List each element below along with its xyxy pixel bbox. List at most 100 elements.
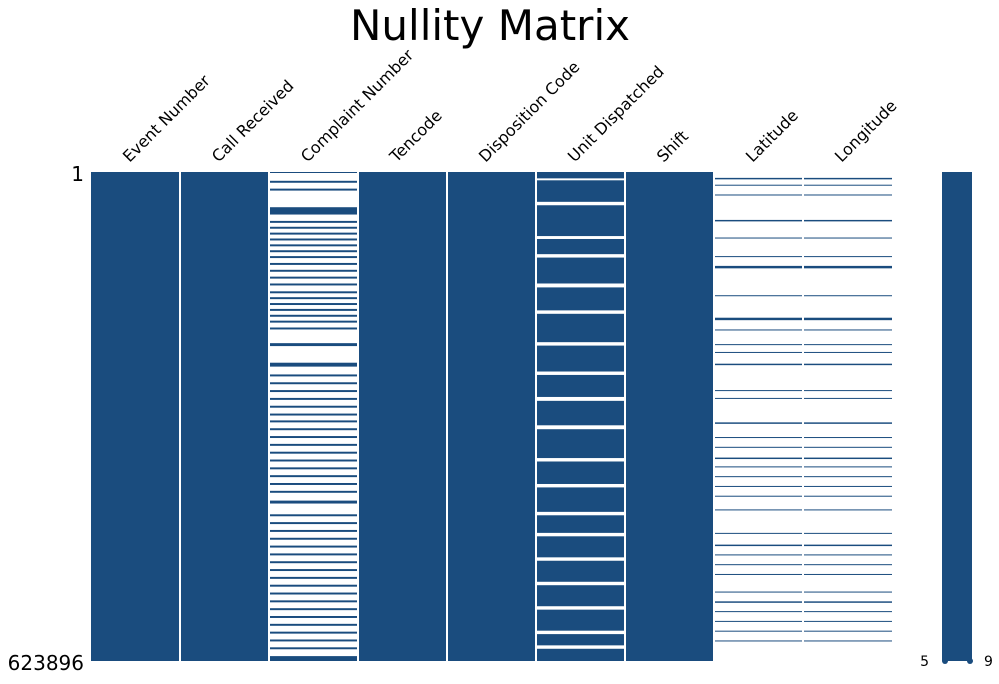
- present-segment-col-6-18: [536, 609, 625, 631]
- present-segment-col-9-11: [803, 344, 892, 346]
- present-segment-col-8-26: [714, 544, 803, 547]
- present-segment-col-9-34: [803, 630, 892, 632]
- present-segment-col-3-39: [269, 483, 358, 485]
- present-segment-col-3-13: [269, 269, 358, 272]
- present-segment-col-6-20: [536, 648, 625, 661]
- present-segment-col-3-23: [269, 343, 358, 347]
- present-segment-col-1-1: [91, 172, 180, 661]
- present-segment-col-9-10: [803, 329, 892, 331]
- present-segment-col-3-52: [269, 592, 358, 595]
- present-segment-col-3-15: [269, 283, 358, 286]
- present-segment-col-8-34: [714, 630, 803, 632]
- present-segment-col-9-14: [803, 390, 892, 392]
- present-segment-col-3-30: [269, 413, 358, 416]
- present-segment-col-2-1: [180, 172, 269, 661]
- present-segment-col-3-53: [269, 600, 358, 603]
- sparkline-min-label: 5: [920, 654, 929, 670]
- present-segment-col-9-18: [803, 446, 892, 448]
- present-segment-col-9-19: [803, 457, 892, 460]
- present-segment-col-8-16: [714, 422, 803, 424]
- present-segment-col-3-5: [269, 220, 358, 223]
- matrix-layer: [91, 172, 892, 661]
- present-segment-col-3-26: [269, 382, 358, 385]
- present-segment-col-6-16: [536, 560, 625, 582]
- present-segment-col-9-21: [803, 476, 892, 478]
- present-segment-col-9-35: [803, 640, 892, 642]
- present-segment-col-6-1: [536, 172, 625, 179]
- present-segment-col-6-11: [536, 429, 625, 459]
- present-segment-col-8-17: [714, 437, 803, 439]
- present-segment-col-3-55: [269, 616, 358, 618]
- present-segment-col-8-32: [714, 611, 803, 613]
- present-segment-col-8-1: [714, 177, 803, 180]
- present-segment-col-9-12: [803, 351, 892, 353]
- present-segment-col-5-1: [447, 172, 536, 661]
- column-label-2: Call Received: [208, 76, 298, 166]
- present-segment-col-3-12: [269, 262, 358, 265]
- present-segment-col-6-12: [536, 461, 625, 484]
- present-segment-col-3-31: [269, 420, 358, 423]
- column-label-7: Shift: [653, 127, 692, 166]
- present-segment-col-8-24: [714, 509, 803, 511]
- present-segment-col-8-9: [714, 317, 803, 321]
- sparkline-max-marker: [967, 658, 973, 664]
- present-segment-col-6-10: [536, 400, 625, 426]
- present-segment-col-9-2: [803, 184, 892, 186]
- present-segment-col-9-22: [803, 485, 892, 487]
- present-segment-col-3-20: [269, 314, 358, 317]
- present-segment-col-8-7: [714, 265, 803, 269]
- present-segment-col-8-19: [714, 457, 803, 460]
- present-segment-col-9-5: [803, 237, 892, 239]
- present-segment-col-3-41: [269, 500, 358, 504]
- present-segment-col-3-40: [269, 490, 358, 493]
- sparkline-max-label: 9: [984, 654, 993, 670]
- present-segment-col-6-7: [536, 313, 625, 343]
- present-segment-col-8-31: [714, 601, 803, 603]
- present-segment-col-3-19: [269, 308, 358, 311]
- present-segment-col-6-6: [536, 287, 625, 311]
- present-segment-col-3-44: [269, 529, 358, 532]
- present-segment-col-9-7: [803, 265, 892, 269]
- present-segment-col-9-29: [803, 573, 892, 575]
- present-segment-col-3-22: [269, 327, 358, 330]
- present-segment-col-3-24: [269, 362, 358, 367]
- present-segment-col-9-28: [803, 564, 892, 566]
- present-segment-col-3-34: [269, 443, 358, 446]
- present-segment-col-3-21: [269, 320, 358, 323]
- column-label-6: Unit Dispatched: [564, 62, 668, 166]
- present-segment-col-3-29: [269, 405, 358, 408]
- present-segment-col-9-6: [803, 256, 892, 258]
- present-segment-col-8-33: [714, 620, 803, 622]
- present-segment-col-9-4: [803, 219, 892, 222]
- column-label-4: Tencode: [385, 106, 446, 167]
- present-segment-col-9-25: [803, 532, 892, 534]
- row-label-first: 1: [71, 162, 84, 186]
- present-segment-col-9-13: [803, 363, 892, 366]
- present-segment-col-6-15: [536, 536, 625, 558]
- column-label-1: Event Number: [119, 71, 214, 166]
- present-segment-col-9-31: [803, 601, 892, 603]
- present-segment-col-8-12: [714, 351, 803, 353]
- present-segment-col-3-25: [269, 374, 358, 377]
- present-segment-col-6-13: [536, 487, 625, 512]
- present-segment-col-6-2: [536, 180, 625, 202]
- present-segment-col-3-7: [269, 232, 358, 235]
- present-segment-col-3-45: [269, 537, 358, 540]
- present-segment-col-3-17: [269, 297, 358, 300]
- present-segment-col-3-27: [269, 390, 358, 393]
- present-segment-col-3-56: [269, 623, 358, 626]
- present-segment-col-9-27: [803, 554, 892, 556]
- present-segment-col-9-1: [803, 177, 892, 180]
- present-segment-col-3-10: [269, 250, 358, 253]
- present-segment-col-8-35: [714, 640, 803, 642]
- present-segment-col-3-28: [269, 397, 358, 400]
- column-label-9: Longitude: [831, 96, 901, 166]
- present-segment-col-8-30: [714, 591, 803, 593]
- present-segment-col-3-35: [269, 451, 358, 454]
- present-segment-col-3-2: [269, 180, 358, 183]
- present-segment-col-9-30: [803, 591, 892, 593]
- present-segment-col-9-16: [803, 422, 892, 424]
- present-segment-col-4-1: [358, 172, 447, 661]
- present-segment-col-8-22: [714, 485, 803, 487]
- present-segment-col-9-33: [803, 620, 892, 622]
